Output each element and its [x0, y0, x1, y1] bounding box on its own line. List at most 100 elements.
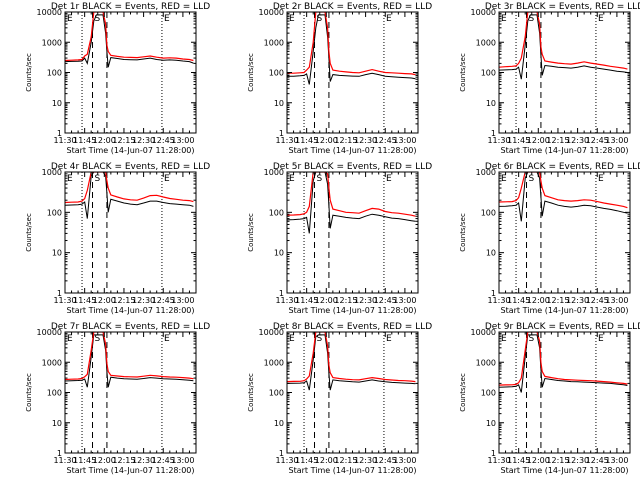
panel-title: Det 2r BLACK = Events, RED = LLD	[273, 2, 432, 12]
x-axis-label: Start Time (14-Jun-07 11:28:00)	[289, 466, 417, 475]
y-tick-label: 100	[269, 69, 284, 78]
marker-label-E: E	[289, 14, 295, 24]
x-tick-label: 12:45	[374, 296, 397, 305]
y-tick-label: 1	[279, 289, 284, 298]
x-tick-label: 12:45	[586, 296, 609, 305]
marker-label-S: S	[95, 334, 101, 344]
x-tick-label: 12:15	[546, 456, 569, 465]
y-tick-label: 1	[279, 449, 284, 458]
series-line-events	[499, 334, 628, 393]
x-tick-label: 12:00	[527, 456, 550, 465]
x-tick-label: 11:30	[275, 296, 298, 305]
marker-label-S: S	[95, 174, 101, 184]
y-tick-label: 1	[279, 129, 284, 138]
x-axis-label: Start Time (14-Jun-07 11:28:00)	[501, 146, 629, 155]
x-tick-label: 12:30	[132, 136, 155, 145]
x-tick-label: 11:30	[275, 456, 298, 465]
marker-label-S: S	[95, 14, 101, 24]
x-tick-label: 12:00	[315, 136, 338, 145]
x-tick-label: 12:15	[112, 456, 135, 465]
x-tick-label: 13:00	[605, 296, 628, 305]
marker-label-S: S	[317, 334, 323, 344]
panel-title: Det 1r BLACK = Events, RED = LLD	[51, 2, 210, 12]
marker-label-E: E	[164, 174, 170, 184]
marker-label-E: E	[164, 334, 170, 344]
panel-det-2r: Det 2r BLACK = Events, RED = LLD S E E 11:30…	[247, 2, 432, 155]
x-tick-label: 12:15	[334, 136, 357, 145]
x-tick-label: 13:00	[171, 136, 194, 145]
panel-title: Det 9r BLACK = Events, RED = LLD	[485, 322, 640, 332]
marker-label-E: E	[386, 14, 392, 24]
series-line-events	[65, 334, 194, 388]
marker-label-E: E	[67, 14, 73, 24]
marker-label-E: E	[501, 334, 507, 344]
x-tick-label: 12:15	[546, 136, 569, 145]
x-tick-label: 13:00	[393, 456, 416, 465]
y-tick-label: 10000	[37, 328, 62, 337]
x-tick-label: 13:00	[393, 136, 416, 145]
marker-label-S: S	[317, 174, 323, 184]
x-axis-label: Start Time (14-Jun-07 11:28:00)	[67, 466, 195, 475]
panel-title: Det 4r BLACK = Events, RED = LLD	[51, 162, 210, 172]
y-tick-label: 1000	[264, 168, 284, 177]
plot-frame	[64, 11, 197, 134]
panel-det-5r: Det 5r BLACK = Events, RED = LLD S E E 11:30…	[247, 162, 432, 315]
x-tick-label: 11:45	[295, 296, 318, 305]
x-tick-label: 12:00	[93, 136, 116, 145]
panel-det-3r: Det 3r BLACK = Events, RED = LLD S E E 11:30…	[459, 2, 640, 155]
marker-label-E: E	[598, 174, 604, 184]
x-tick-label: 12:30	[132, 456, 155, 465]
x-tick-label: 12:00	[527, 136, 550, 145]
y-tick-label: 1000	[476, 168, 496, 177]
marker-label-E: E	[67, 334, 73, 344]
marker-label-E: E	[164, 14, 170, 24]
y-tick-label: 10	[52, 99, 62, 108]
x-tick-label: 11:45	[507, 456, 530, 465]
series-line-events	[65, 172, 194, 219]
marker-label-E: E	[501, 174, 507, 184]
y-tick-label: 10000	[471, 8, 496, 17]
x-axis-label: Start Time (14-Jun-07 11:28:00)	[501, 466, 629, 475]
series-line-lld	[287, 172, 416, 217]
marker-label-E: E	[289, 334, 295, 344]
series-line-events	[287, 172, 416, 234]
x-tick-label: 12:45	[152, 296, 175, 305]
series-line-events	[287, 334, 416, 391]
x-tick-label: 12:45	[152, 456, 175, 465]
x-tick-label: 13:00	[171, 296, 194, 305]
panel-title: Det 7r BLACK = Events, RED = LLD	[51, 322, 210, 332]
y-axis-label: Counts/sec	[247, 53, 255, 92]
y-tick-label: 10000	[259, 328, 284, 337]
series-line-lld	[499, 172, 628, 209]
panel-title: Det 8r BLACK = Events, RED = LLD	[273, 322, 432, 332]
x-tick-label: 12:15	[334, 456, 357, 465]
y-tick-label: 100	[47, 208, 62, 217]
y-tick-label: 100	[481, 208, 496, 217]
panel-title: Det 5r BLACK = Events, RED = LLD	[273, 162, 432, 172]
marker-label-E: E	[67, 174, 73, 184]
y-tick-label: 10	[52, 249, 62, 258]
y-tick-label: 1	[491, 449, 496, 458]
x-tick-label: 13:00	[605, 136, 628, 145]
y-tick-label: 100	[47, 389, 62, 398]
y-tick-label: 1	[57, 289, 62, 298]
series-line-events	[287, 14, 416, 85]
x-axis-label: Start Time (14-Jun-07 11:28:00)	[501, 306, 629, 315]
x-tick-label: 12:00	[93, 296, 116, 305]
y-tick-label: 1	[491, 129, 496, 138]
x-tick-label: 12:00	[315, 296, 338, 305]
y-tick-label: 1000	[476, 38, 496, 47]
y-tick-label: 1	[57, 129, 62, 138]
plot-frame	[64, 171, 197, 294]
series-line-lld	[287, 12, 416, 76]
x-tick-label: 12:45	[374, 456, 397, 465]
marker-label-E: E	[386, 174, 392, 184]
y-tick-label: 10000	[471, 328, 496, 337]
x-tick-label: 12:15	[546, 296, 569, 305]
marker-label-E: E	[598, 334, 604, 344]
x-tick-label: 12:30	[566, 136, 589, 145]
y-tick-label: 10	[486, 249, 496, 258]
series-line-lld	[65, 172, 194, 204]
y-tick-label: 100	[269, 389, 284, 398]
series-line-lld	[499, 332, 628, 386]
